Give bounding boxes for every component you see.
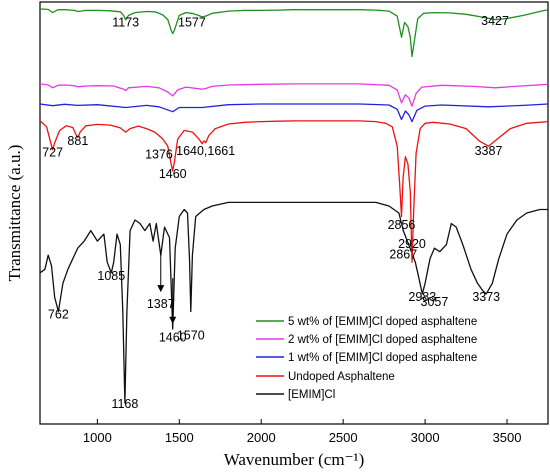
peak-label: 1460 (159, 330, 187, 344)
series-line-2 (39, 103, 549, 123)
series-line-1 (39, 83, 549, 107)
peak-label: 3057 (421, 295, 449, 309)
plot-area (39, 1, 549, 425)
series-line-0 (39, 8, 549, 58)
series-lines (39, 8, 549, 404)
legend-label-1wt: 1 wt% of [EMIM]Cl doped asphaltene (288, 352, 477, 364)
peak-label: 1387 (147, 297, 175, 311)
peak-label: 2983 (408, 290, 436, 304)
peak-label: 1173 (112, 16, 139, 30)
peak-label: 762 (48, 308, 69, 322)
peak-label: 1168 (111, 397, 138, 411)
x-axis-label: Wavenumber (cm⁻¹) (224, 450, 365, 469)
x-tick-label: 1000 (83, 430, 112, 445)
x-tick-label: 2000 (247, 430, 276, 445)
series-line-4 (39, 201, 548, 404)
peak-label: 3387 (475, 144, 503, 158)
peak-label: 2867 (389, 248, 417, 262)
peak-label: 1085 (97, 269, 125, 283)
legend-label-undoped: Undoped Asphaltene (288, 371, 395, 383)
peak-label: 3373 (472, 290, 500, 304)
peak-label: 1376 (145, 147, 173, 161)
peak-label: 1460 (159, 167, 187, 181)
legend-label-emimcl: [EMIM]Cl (288, 389, 335, 401)
peak-label: 1577 (178, 16, 206, 30)
x-tick-label: 3000 (411, 430, 440, 445)
peak-label: 881 (67, 134, 88, 148)
y-axis-label: Transmittance (a.u.) (5, 145, 24, 282)
x-tick-label: 3500 (493, 430, 522, 445)
peak-label: 2920 (398, 237, 426, 251)
arrow-head (157, 285, 165, 293)
x-tick-label: 1500 (165, 430, 194, 445)
x-ticks: 1000 1500 2000 2500 3000 3500 (83, 419, 522, 445)
peak-label: 2856 (388, 218, 416, 232)
peak-annotations: 1173 1577 3427 881 727 1376 1640,1661 1460 3387 2… (42, 14, 509, 411)
arrow-head (169, 316, 177, 324)
x-tick-label: 2500 (329, 430, 358, 445)
peak-label: 3427 (481, 14, 509, 28)
series-line-3 (39, 120, 549, 263)
peak-label: 1570 (177, 329, 205, 343)
peak-label: 727 (42, 146, 63, 160)
peak-label: 1640,1661 (176, 144, 235, 158)
legend-label-5wt: 5 wt% of [EMIM]Cl doped asphaltene (288, 316, 477, 328)
legend-label-2wt: 2 wt% of [EMIM]Cl doped asphaltene (288, 334, 477, 346)
legend: 5 wt% of [EMIM]Cl doped asphaltene 2 wt%… (256, 316, 477, 401)
